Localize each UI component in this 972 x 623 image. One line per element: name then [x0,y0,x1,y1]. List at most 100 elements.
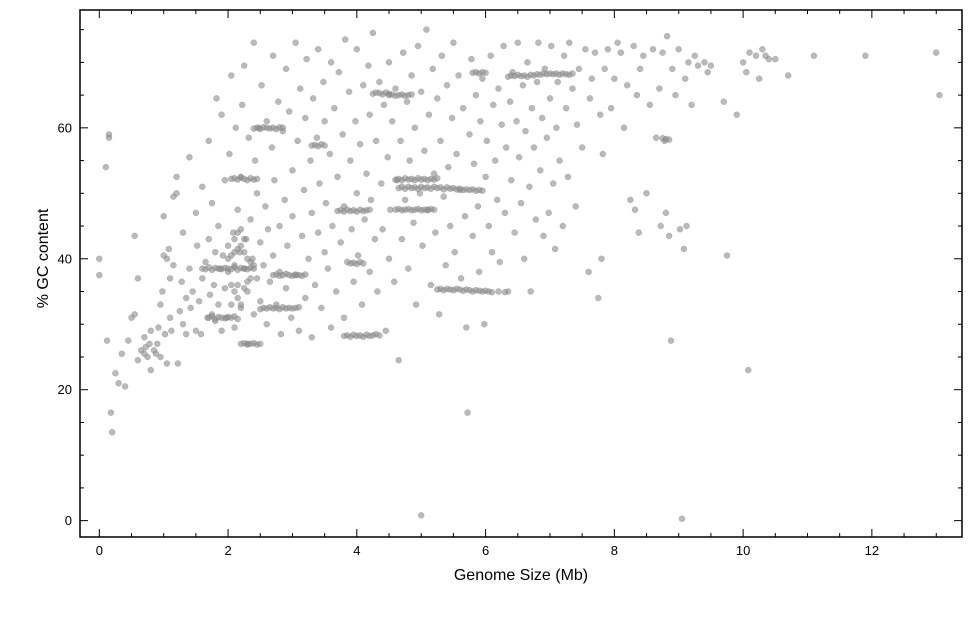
x-tick-label: 10 [736,543,750,558]
scatter-point [96,271,103,279]
scatter-point [627,196,634,204]
scatter-point [663,32,671,40]
scatter-point [163,360,171,367]
scatter-point [240,284,248,292]
scatter-point [147,327,155,335]
scatter-point [231,324,238,331]
scatter-point [308,209,316,217]
scatter-point [326,150,334,158]
scatter-point [263,118,270,125]
scatter-point [477,118,484,125]
scatter-point [514,39,522,46]
scatter-point [372,137,380,145]
scatter-point [247,275,254,282]
scatter-point [202,258,209,266]
scatter-point [277,330,285,338]
scatter-point [406,157,413,164]
scatter-point [322,199,330,207]
scatter-point [125,337,132,344]
scatter-point [285,108,293,115]
scatter-point [598,255,605,263]
scatter-point [640,52,647,60]
scatter-point [182,294,190,302]
scatter-point [195,298,203,305]
scatter-point [163,255,171,263]
scatter-point [327,324,335,331]
scatter-point [237,242,245,249]
scatter-point [321,118,328,125]
scatter-point [161,330,169,338]
scatter-point [144,353,151,361]
scatter-point [508,176,515,184]
scatter-point [103,337,111,344]
scatter-point [385,59,393,66]
scatter-point [401,196,409,204]
scatter-point [659,49,666,56]
scatter-point [675,46,682,53]
scatter-point [585,268,592,276]
scatter-point [429,65,437,73]
scatter-point [347,157,354,164]
scatter-point [752,52,760,60]
scatter-point [226,150,233,158]
scatter-point [134,356,142,364]
scatter-point [146,340,153,348]
scatter-point [282,65,290,73]
scatter-point [553,124,560,132]
scatter-point [862,52,869,60]
y-axis-title: % GC content [35,208,52,308]
scatter-point [253,275,261,282]
scatter-point [210,281,218,289]
scatter-point [451,248,458,256]
scatter-point [356,140,364,148]
scatter-point [573,121,581,128]
scatter-point [765,55,773,63]
scatter-point [289,212,296,220]
scatter-point [419,242,426,249]
scatter-point [260,262,267,269]
scatter-point [434,95,441,102]
scatter-point [549,180,557,187]
scatter-point [582,46,589,53]
scatter-point [586,95,594,102]
scatter-point [309,95,317,102]
scatter-point [527,288,534,295]
scatter-point [199,183,206,191]
scatter-point [493,196,501,204]
scatter-point [511,229,518,236]
y-tick-label: 40 [58,251,72,266]
scatter-point [470,160,478,168]
scatter-point [410,219,417,227]
scatter-point [176,307,184,315]
scatter-point [224,242,232,249]
scatter-point [240,235,248,243]
scatter-point [623,82,631,89]
scatter-point [197,330,205,338]
scatter-point [213,95,220,102]
scatter-point [392,85,399,92]
scatter-point [517,199,525,207]
scatter-point [466,131,473,138]
scatter-point [250,262,258,269]
scatter-point [683,222,690,230]
x-axis-title: Genome Size (Mb) [454,567,588,584]
scatter-point [479,187,486,194]
scatter-point [569,70,576,77]
scatter-point [271,176,278,184]
scatter-point [289,167,296,174]
scatter-point [475,268,483,276]
scatter-point [685,59,692,66]
scatter-point [572,203,579,210]
scatter-point [152,350,160,357]
scatter-point [412,301,420,308]
scatter-point [295,303,303,311]
scatter-point [635,229,643,236]
scatter-point [205,235,213,243]
scatter-point [546,95,554,102]
scatter-point [302,294,309,302]
scatter-point [379,226,386,233]
scatter-point [554,78,561,86]
scatter-point [595,294,602,302]
scatter-point [257,340,264,348]
scatter-point [321,248,328,256]
